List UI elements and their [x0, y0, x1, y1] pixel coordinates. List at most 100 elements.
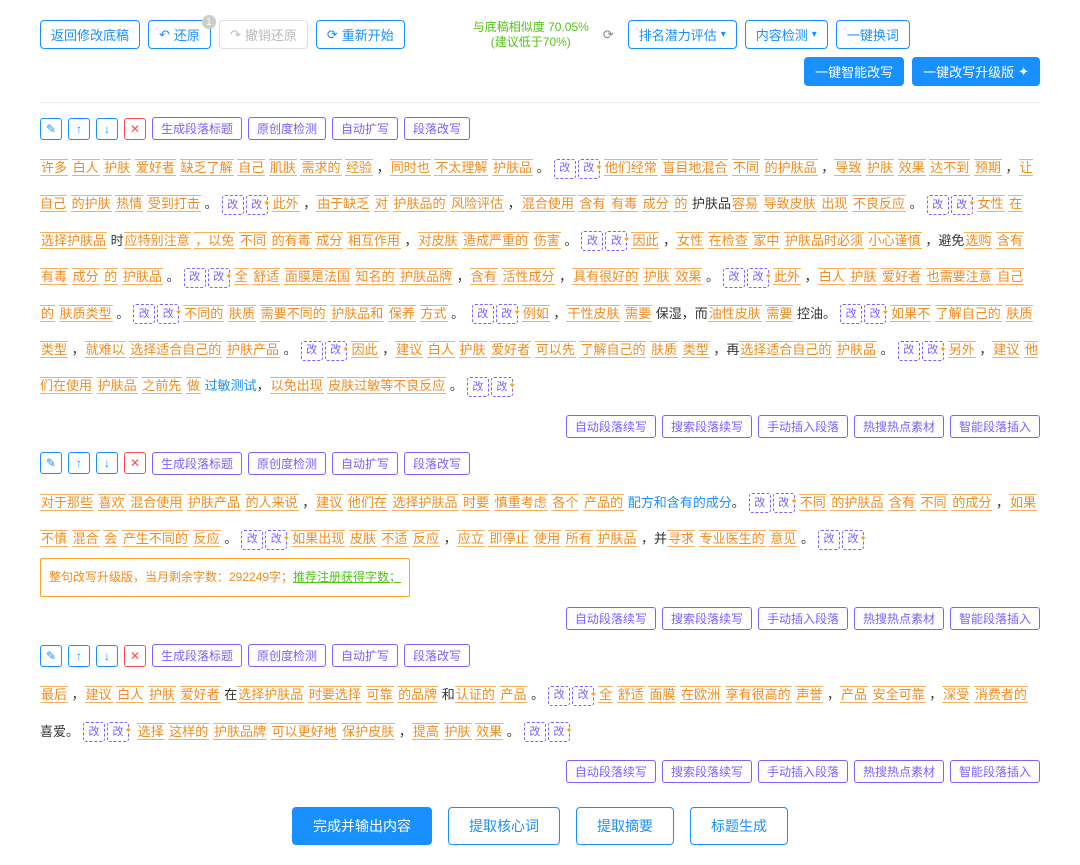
text-segment[interactable]: 混合使用	[129, 494, 183, 511]
text-segment[interactable]: 肤质	[228, 305, 256, 322]
text-segment[interactable]: 产品的	[583, 494, 624, 511]
gen-title-tag[interactable]: 生成段落标题	[152, 452, 242, 475]
rewrite-ai-button[interactable]: 改	[773, 493, 795, 513]
text-segment[interactable]: 出现	[820, 195, 848, 212]
text-segment[interactable]: 全	[234, 268, 249, 285]
rewrite-ai-button[interactable]: 改	[605, 231, 627, 251]
text-segment[interactable]: ，以免	[194, 232, 235, 249]
register-link[interactable]: 推荐注册获得字数；	[293, 570, 401, 584]
rewrite-button[interactable]: 改	[467, 377, 489, 397]
swap-word-button[interactable]: 一键换词	[836, 20, 910, 49]
move-down-icon[interactable]: ↓	[96, 452, 118, 474]
text-segment[interactable]: 以免出现	[270, 377, 324, 394]
rank-button[interactable]: 排名潜力评估	[628, 20, 737, 49]
text-segment[interactable]: 反应	[412, 530, 440, 547]
text-segment[interactable]: 即停止	[488, 530, 529, 547]
text-segment[interactable]: 此外	[773, 268, 801, 285]
text-segment[interactable]: 提高	[412, 723, 440, 740]
text-segment[interactable]: 自己	[237, 159, 265, 176]
rewrite-button[interactable]: 改	[749, 493, 771, 513]
text-segment[interactable]: 不同	[920, 494, 948, 511]
delete-icon[interactable]: ✕	[124, 118, 146, 140]
text-segment[interactable]: 护肤产品	[226, 341, 280, 358]
hot-material-tag[interactable]: 热搜热点素材	[854, 760, 944, 783]
auto-expand-tag[interactable]: 自动扩写	[332, 644, 398, 667]
text-segment[interactable]: 护肤品	[122, 268, 163, 285]
text-segment[interactable]: 类型	[682, 341, 710, 358]
text-segment[interactable]: 护肤	[849, 268, 877, 285]
move-up-icon[interactable]: ↑	[68, 452, 90, 474]
summary-button[interactable]: 提取摘要	[576, 807, 674, 845]
rewrite-button[interactable]: 改	[723, 268, 745, 288]
smart-ins-tag[interactable]: 智能段落插入	[950, 760, 1040, 783]
delete-icon[interactable]: ✕	[124, 452, 146, 474]
text-segment[interactable]: 不同	[799, 494, 827, 511]
text-segment[interactable]: 的人来说	[245, 494, 299, 511]
text-segment[interactable]: 护肤	[148, 686, 176, 703]
text-segment[interactable]: 护肤品	[836, 341, 877, 358]
text-segment[interactable]: 护肤品牌	[213, 723, 267, 740]
text-segment[interactable]: 护肤品的	[393, 195, 447, 212]
text-segment[interactable]: 成分	[315, 232, 343, 249]
text-segment[interactable]: 选购	[964, 232, 992, 249]
text-segment[interactable]: 建议	[992, 341, 1020, 358]
text-segment[interactable]: 全	[598, 686, 613, 703]
rewrite-button[interactable]: 改	[301, 341, 323, 361]
text-segment[interactable]: 如果	[1009, 494, 1037, 511]
text-segment[interactable]: 对	[374, 195, 389, 212]
text-segment[interactable]: 自己	[996, 268, 1024, 285]
text-segment[interactable]: 含有	[470, 268, 498, 285]
finish-button[interactable]: 完成并输出内容	[292, 807, 432, 845]
text-segment[interactable]: 容易	[731, 195, 759, 212]
hot-material-tag[interactable]: 热搜热点素材	[854, 415, 944, 438]
text-segment[interactable]: 不良反应	[852, 195, 906, 212]
text-segment[interactable]: 不适	[381, 530, 409, 547]
text-segment[interactable]: 护肤	[103, 159, 131, 176]
rewrite-button[interactable]: 改	[241, 530, 263, 550]
content-check-button[interactable]: 内容检测	[745, 20, 828, 49]
text-segment[interactable]: 声誉	[795, 686, 823, 703]
text-segment[interactable]: 这样的	[168, 723, 209, 740]
text-segment[interactable]: 造成严重的	[462, 232, 529, 249]
text-segment[interactable]: 建议	[315, 494, 343, 511]
text-segment[interactable]: 选择护肤品	[237, 686, 304, 703]
text-segment[interactable]: 各个	[551, 494, 579, 511]
text-segment[interactable]: 的	[40, 305, 55, 322]
text-segment[interactable]: 需要	[765, 305, 793, 322]
rewrite-button[interactable]: 改	[133, 304, 155, 324]
text-segment[interactable]: 可以先	[535, 341, 576, 358]
hot-material-tag[interactable]: 热搜热点素材	[854, 607, 944, 630]
move-down-icon[interactable]: ↓	[96, 645, 118, 667]
text-segment[interactable]: 导致	[834, 159, 862, 176]
rewrite-button[interactable]: 改	[548, 686, 570, 706]
text-segment[interactable]: 选择护肤品	[392, 494, 459, 511]
text-segment[interactable]: 同时也	[390, 159, 431, 176]
text-segment[interactable]: 的成分	[951, 494, 992, 511]
rewrite-button[interactable]: 改	[222, 195, 244, 215]
rewrite-ai-button[interactable]: 改	[548, 722, 570, 742]
back-button[interactable]: 返回修改底稿	[40, 20, 140, 49]
text-segment[interactable]: 护肤品牌	[399, 268, 453, 285]
undo-button[interactable]: ↶ 还原	[148, 20, 211, 49]
text-segment[interactable]: 慎重考虑	[494, 494, 548, 511]
text-segment[interactable]: 应特别注意	[124, 232, 191, 249]
text-segment[interactable]: 选择护肤品	[40, 232, 107, 249]
text-segment[interactable]: 女性	[977, 195, 1005, 212]
rewrite-button[interactable]: 改	[524, 722, 546, 742]
text-segment[interactable]: 导致皮肤	[763, 195, 817, 212]
text-segment[interactable]: 也需要注意	[926, 268, 993, 285]
text-segment[interactable]: 另外	[948, 341, 976, 358]
rewrite-ai-button[interactable]: 改	[922, 341, 944, 361]
text-segment[interactable]: 家中	[752, 232, 780, 249]
text-segment[interactable]: 需要不同的	[260, 305, 327, 322]
text-segment[interactable]: 享有很高的	[725, 686, 792, 703]
text-segment[interactable]: 含有	[578, 195, 606, 212]
search-cont-tag[interactable]: 搜索段落续写	[662, 607, 752, 630]
text-segment[interactable]: 的护肤	[71, 195, 112, 212]
move-up-icon[interactable]: ↑	[68, 118, 90, 140]
text-segment[interactable]: 肌肤	[269, 159, 297, 176]
text-segment[interactable]: 达不到	[929, 159, 970, 176]
text-segment[interactable]: 保养	[388, 305, 416, 322]
text-segment[interactable]: 护肤产品	[187, 494, 241, 511]
rewrite-button[interactable]: 改	[83, 722, 105, 742]
